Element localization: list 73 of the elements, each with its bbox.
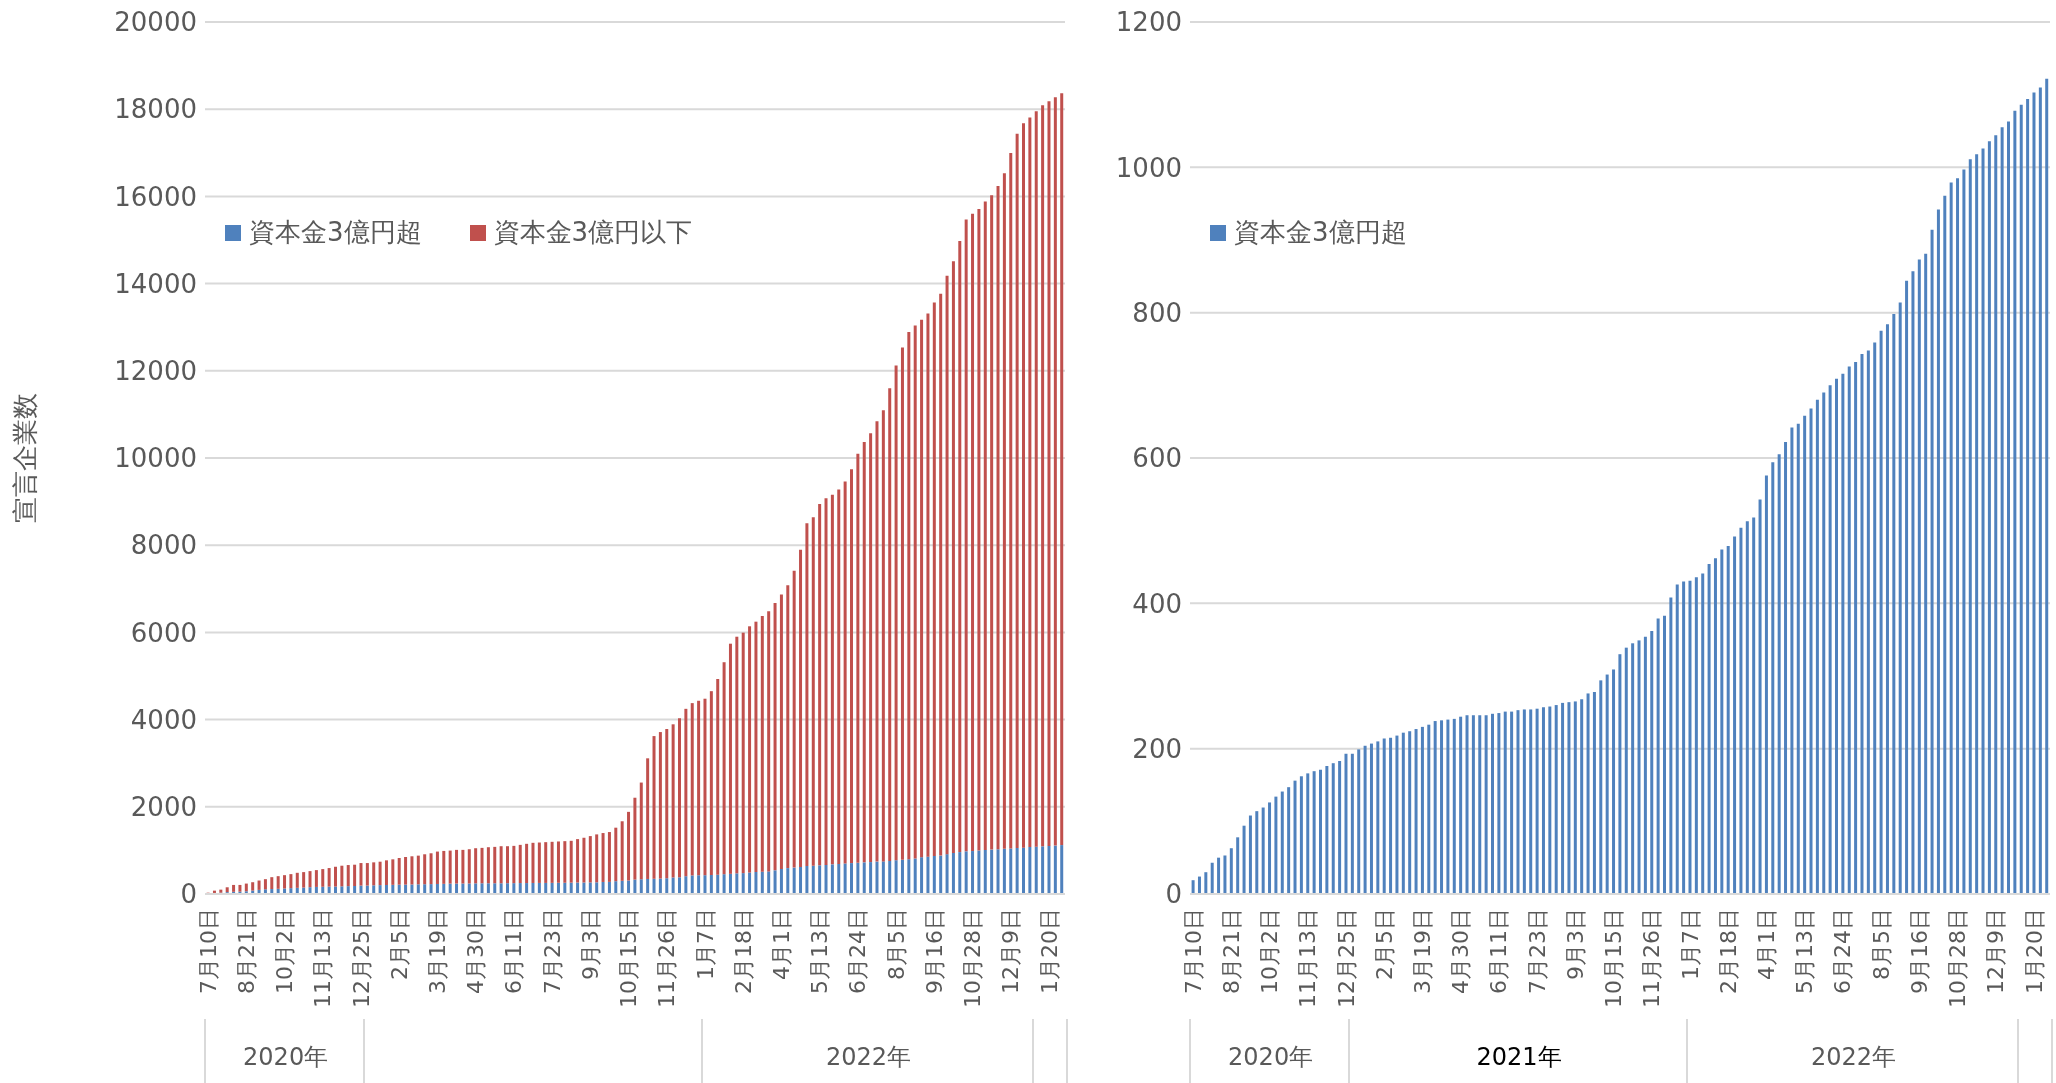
x-tick-label: 11月13日 (310, 908, 336, 1008)
y-tick-label: 18000 (114, 94, 197, 125)
y-tick-label: 400 (1132, 588, 1182, 619)
x-tick-label: 4月30日 (1448, 908, 1474, 994)
x-tick-label: 9月3日 (1562, 908, 1588, 980)
y-tick-label: 800 (1132, 297, 1182, 328)
x-tick-label: 12月9日 (1983, 908, 2009, 994)
x-tick-label: 8月5日 (883, 908, 909, 980)
x-tick-label: 11月26日 (654, 908, 680, 1008)
y-tick-label: 10000 (114, 443, 197, 474)
x-tick-label: 5月13日 (1792, 908, 1818, 994)
x-tick-label: 8月21日 (233, 908, 259, 994)
y-tick-label: 16000 (114, 181, 197, 212)
text: 2020年 (1227, 1042, 1315, 1073)
legend-label: 資本金3億円以下 (493, 216, 693, 249)
x-tick-label: 9月3日 (577, 908, 603, 980)
x-tick-label: 2月5日 (386, 908, 412, 980)
x-tick-label: 10月28日 (1945, 908, 1971, 1008)
x-tick-label: 6月11日 (501, 908, 527, 994)
x-tick-label: 1月7日 (1677, 908, 1703, 980)
x-tick-label: 1月20日 (1036, 908, 1062, 994)
y-tick-label: 14000 (114, 268, 197, 299)
x-tick-label: 9月16日 (1906, 908, 1932, 994)
x-tick-label: 1月20日 (2021, 908, 2047, 994)
x-tick-label: 8月5日 (1868, 908, 1894, 980)
y-tick-label: 20000 (114, 7, 197, 38)
y-tick-label: 0 (180, 879, 197, 910)
x-tick-label: 12月25日 (1333, 908, 1359, 1008)
y-tick-label: 600 (1132, 443, 1182, 474)
x-tick-label: 10月2日 (1257, 908, 1283, 994)
x-tick-label: 6月11日 (1486, 908, 1512, 994)
x-tick-label: 3月19日 (1410, 908, 1436, 994)
x-tick-label: 12月9日 (998, 908, 1024, 994)
text: 2021年 (1475, 1042, 1563, 1073)
x-tick-label: 8月21日 (1218, 908, 1244, 994)
x-tick-label: 6月24日 (1830, 908, 1856, 994)
y-tick-label: 1000 (1115, 152, 1182, 183)
y-tick-label: 200 (1132, 733, 1182, 764)
legend-label: 資本金3億円超 (1234, 216, 1407, 249)
x-tick-label: 1月7日 (692, 908, 718, 980)
x-tick-label: 5月13日 (807, 908, 833, 994)
y-tick-label: 8000 (130, 530, 197, 561)
y-tick-label: 2000 (130, 792, 197, 823)
text: 2022年 (824, 1042, 913, 1073)
x-tick-label: 10月2日 (272, 908, 298, 994)
x-tick-label: 2月18日 (1715, 908, 1741, 994)
y-tick-label: 6000 (130, 617, 197, 648)
x-tick-label: 10月28日 (960, 908, 986, 1008)
y-tick-label: 4000 (130, 704, 197, 735)
y-axis-title: 宣言企業数 (10, 393, 41, 523)
x-tick-label: 2月18日 (730, 908, 756, 994)
text: 2020年 (242, 1042, 330, 1073)
y-tick-label: 0 (1165, 879, 1182, 910)
x-tick-label: 7月10日 (1180, 908, 1206, 994)
y-tick-label: 1200 (1115, 7, 1182, 38)
x-tick-label: 4月1日 (769, 908, 795, 980)
x-tick-label: 12月25日 (348, 908, 374, 1008)
x-tick-label: 6月24日 (845, 908, 871, 994)
x-tick-label: 9月16日 (921, 908, 947, 994)
x-tick-label: 10月15日 (1601, 908, 1627, 1008)
x-tick-label: 7月10日 (195, 908, 221, 994)
x-tick-label: 11月13日 (1295, 908, 1321, 1008)
x-tick-label: 11月26日 (1639, 908, 1665, 1008)
y-tick-label: 12000 (114, 356, 197, 387)
x-tick-label: 4月30日 (463, 908, 489, 994)
x-tick-label: 3月19日 (425, 908, 451, 994)
x-tick-label: 4月1日 (1754, 908, 1780, 980)
legend-label: 資本金3億円超 (249, 216, 422, 249)
x-tick-label: 7月23日 (539, 908, 565, 994)
x-tick-label: 2月5日 (1371, 908, 1397, 980)
text: 2022年 (1809, 1042, 1898, 1073)
x-tick-label: 10月15日 (616, 908, 642, 1008)
x-tick-label: 7月23日 (1524, 908, 1550, 994)
